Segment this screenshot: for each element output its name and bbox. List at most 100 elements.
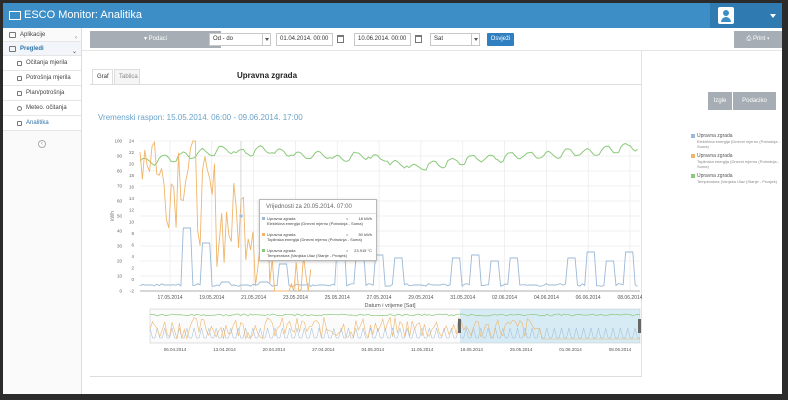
user-avatar-icon <box>718 7 734 24</box>
legend-swatch <box>691 174 695 178</box>
y-tick-label: 80 <box>117 169 123 174</box>
interval-select-value: Sat <box>434 36 444 42</box>
legend-item-electricity[interactable]: Upravna zgrada Električna energija (Dnev… <box>691 133 781 149</box>
refresh-button[interactable]: Osvježi <box>487 33 514 46</box>
navigator-line-heat <box>149 316 640 340</box>
data-filter-button[interactable]: ▾ Podaci <box>90 31 221 48</box>
y-tick-label: 90 <box>117 154 123 159</box>
sidebar-item-plan-potrosnja[interactable]: Plan/potrošnja <box>3 86 81 101</box>
user-menu[interactable] <box>710 3 782 28</box>
x-tick-label: 06.06.2014 <box>576 295 601 301</box>
series-line-temperature <box>139 143 638 171</box>
sidebar-item-analitika[interactable]: Analitika <box>3 116 81 131</box>
y2-tick-label: 18 <box>129 173 135 178</box>
tooltip-series-name: Upravna zgrada <box>267 232 296 237</box>
y-tick-label: 60 <box>117 199 123 204</box>
chevron-down-icon <box>262 34 270 45</box>
y2-tick-label: 24 <box>129 139 135 144</box>
series-line-heat <box>139 140 312 292</box>
legend-label: Upravna zgrada <box>697 133 733 139</box>
y2-tick-label: 22 <box>129 150 135 155</box>
x-tick-label: 19.05.2014 <box>199 295 224 301</box>
chevron-down-icon <box>770 14 776 18</box>
x-tick-label: 17.05.2014 <box>157 295 182 301</box>
navigator-tick-label: 13.04.2014 <box>213 347 236 352</box>
sidebar-item-aplikacije[interactable]: Aplikacije ‹ <box>3 28 81 42</box>
legend-label: Upravna zgrada <box>697 173 733 179</box>
tooltip-value: 18 kWh <box>358 216 372 221</box>
date-to-input[interactable]: 10.06.2014. 00:00 <box>354 33 411 46</box>
y2-tick-label: 0 <box>131 277 134 282</box>
legend-sublabel: Toplinska energija (Dnevni mjerno (Potro… <box>697 159 780 169</box>
legend-item-temperature[interactable]: Upravna zgrada Temperatura (Vanjska Ulaz… <box>691 173 781 184</box>
navigator-tick-label: 06.04.2014 <box>164 347 187 352</box>
monitor-icon <box>9 46 16 52</box>
tooltip-equals: = <box>346 216 349 221</box>
export-button[interactable]: Izgle <box>708 92 732 110</box>
date-from-input[interactable]: 01.04.2014. 00:00 <box>276 33 333 46</box>
navigator-handle-left <box>458 319 461 333</box>
chevron-left-icon: ‹ <box>75 35 77 41</box>
app-title: ESCO Monitor: Analitika <box>24 9 142 21</box>
x-tick-label: 31.05.2014 <box>450 295 475 301</box>
legend-item-heat[interactable]: Upravna zgrada Toplinska energija (Dnevn… <box>691 153 781 169</box>
legend-sublabel: Temperatura (Vanjska Ulaz (Stanje - Pros… <box>697 179 777 184</box>
sidebar-item-label: Potrošnja mjerila <box>26 75 71 81</box>
y-tick-label: 10 <box>117 274 123 279</box>
analytics-chart[interactable]: 17.05.2014 19.05.2014 21.05.2014 23.05.2014… <box>90 131 642 355</box>
weather-icon <box>17 106 22 111</box>
navigator-tick-label: 11.05.2014 <box>411 347 434 352</box>
y2-tick-label: 2 <box>131 265 134 270</box>
y2-tick-label: 20 <box>129 162 135 167</box>
legend-swatch <box>691 154 695 158</box>
x-tick-label: 25.05.2014 <box>325 295 350 301</box>
tooltip-series-name: Upravna zgrada <box>267 216 296 221</box>
chart-tooltip: Vrijednosti za 20.05.2014. 07:00 Upravna… <box>259 199 377 261</box>
tooltip-row: Upravna zgrada Toplinska energija (Dnevn… <box>260 232 376 246</box>
sidebar-item-label: Očitanja mjerila <box>26 60 68 66</box>
table-icon <box>17 76 22 81</box>
bar-chart-icon <box>17 91 22 96</box>
sidebar-item-potrosnja-mjerila[interactable]: Potrošnja mjerila <box>3 71 81 86</box>
navigator-line-temperature <box>150 313 641 317</box>
calendar-icon[interactable] <box>337 35 344 43</box>
table-icon <box>17 61 22 66</box>
y-tick-label: 0 <box>119 289 122 294</box>
sidebar-item-label: Aplikacije <box>20 32 46 38</box>
x-tick-label: 08.06.2014 <box>617 295 642 301</box>
range-select[interactable]: Od - do <box>209 33 271 46</box>
hover-point <box>238 213 244 219</box>
sidebar-item-meteo-ocitanja[interactable]: Meteo. očitanja <box>3 101 81 116</box>
x-tick-label: 02.06.2014 <box>492 295 517 301</box>
range-select-value: Od - do <box>213 36 234 42</box>
sidebar-item-ocitanja-mjerila[interactable]: Očitanja mjerila <box>3 56 81 71</box>
print-button[interactable]: ⎙ Print ▾ <box>734 31 782 48</box>
tooltip-swatch <box>262 217 265 220</box>
x-tick-label: 29.05.2014 <box>408 295 433 301</box>
apps-icon <box>9 32 16 38</box>
navigator-tick-label: 25.05.2014 <box>510 347 533 352</box>
sidebar-item-pregledi[interactable]: Pregledi ⌄ <box>3 42 81 56</box>
tab-tablica[interactable]: Tablica <box>114 69 140 85</box>
data-button[interactable]: Podaciko <box>733 92 776 110</box>
sidebar-item-label: Plan/potrošnja <box>26 90 65 96</box>
x-tick-label: 04.06.2014 <box>534 295 559 301</box>
series-line-electricity <box>139 227 638 287</box>
tooltip-series-sub: Toplinska energija (Dnevni mjerno (Potro… <box>267 237 362 242</box>
navigator-tick-label: 08.06.2014 <box>609 347 632 352</box>
tabs-divider <box>90 84 641 85</box>
sidebar-item-label: Pregledi <box>20 46 44 52</box>
tooltip-value: 50 kWh <box>358 232 372 237</box>
sidebar-collapse-button[interactable]: ‹ <box>38 140 46 148</box>
tooltip-swatch <box>262 249 265 252</box>
tab-graf[interactable]: Graf <box>92 69 113 85</box>
calendar-icon[interactable] <box>415 35 422 43</box>
tooltip-series-name: Upravna zgrada <box>267 248 296 253</box>
y-tick-label: 30 <box>117 244 123 249</box>
sidebar: Aplikacije ‹ Pregledi ⌄ Očitanja mjerila… <box>3 28 82 394</box>
sidebar-item-label: Analitika <box>26 120 49 126</box>
interval-select[interactable]: Sat <box>430 33 480 46</box>
tooltip-swatch <box>262 233 265 236</box>
y2-tick-label: 10 <box>129 219 135 224</box>
toolbar: ▾ Podaci Od - do 01.04.2014. 00:00 10.06… <box>82 28 782 51</box>
